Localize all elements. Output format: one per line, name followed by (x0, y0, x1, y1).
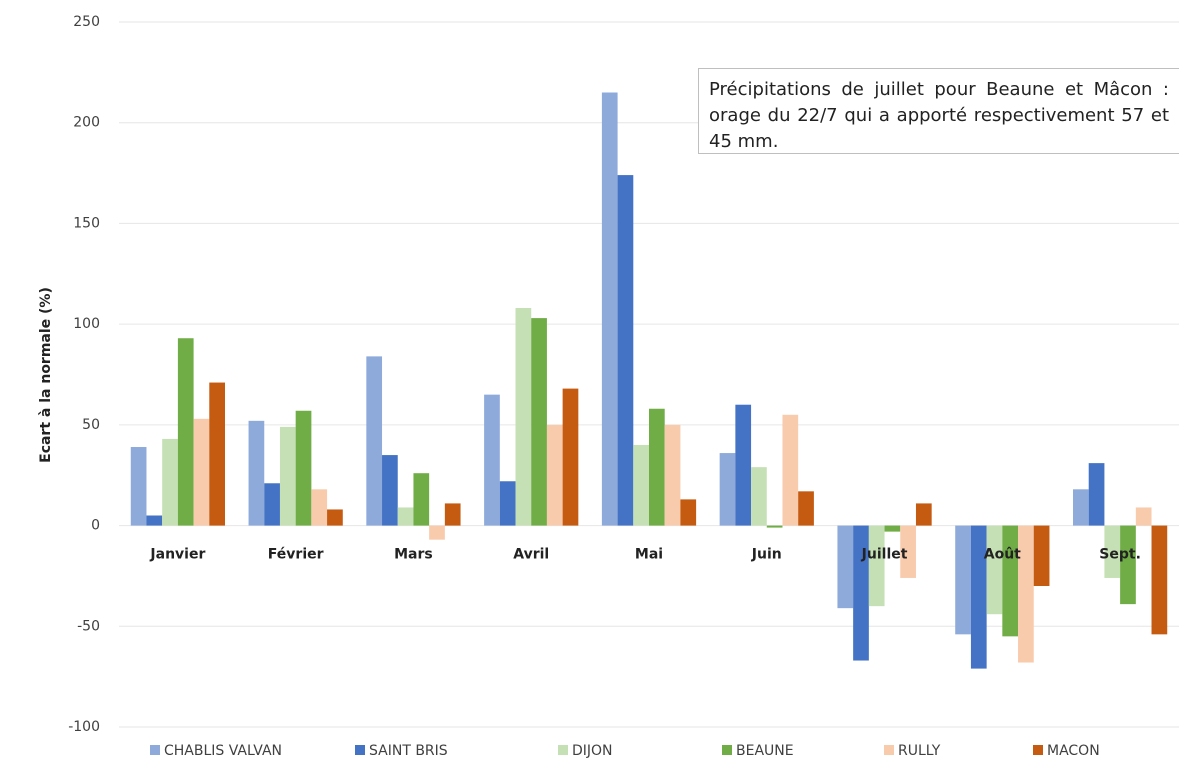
bar (1104, 525, 1121, 578)
bar (719, 453, 736, 526)
bar (444, 503, 461, 526)
bar (209, 382, 225, 526)
x-tick-label: Août (984, 547, 1021, 563)
x-tick-label: Janvier (149, 547, 205, 563)
bar (1135, 507, 1152, 526)
bar (279, 426, 296, 526)
bar (193, 418, 210, 526)
y-tick-label: -100 (68, 719, 100, 735)
bar (601, 92, 618, 526)
legend-label: RULLY (898, 743, 941, 759)
bar (986, 525, 1003, 615)
legend-label: MACON (1047, 743, 1100, 759)
bar (900, 525, 916, 578)
bar (382, 455, 398, 526)
bar (1033, 525, 1050, 586)
bar (853, 525, 869, 661)
bar (515, 308, 532, 526)
bar (295, 410, 312, 526)
bar (1088, 463, 1105, 526)
y-tick-label: 150 (73, 215, 100, 231)
bar (248, 420, 265, 526)
bar (633, 445, 649, 526)
bar (915, 503, 932, 526)
bar (617, 175, 634, 526)
y-tick-label: 50 (82, 417, 100, 433)
bar (327, 509, 343, 526)
x-tick-label: Sept. (1099, 547, 1141, 563)
bar (1002, 525, 1019, 637)
legend-label: DIJON (572, 743, 613, 759)
bar (499, 481, 516, 526)
annotation: Précipitations de juillet pour Beaune et… (698, 68, 1179, 154)
x-tick-label: Juin (751, 547, 782, 563)
y-tick-label: -50 (77, 618, 100, 634)
y-tick-label: 250 (73, 14, 100, 30)
bar (429, 525, 445, 540)
x-tick-label: Avril (513, 547, 549, 563)
bar (413, 473, 430, 526)
legend-swatch (355, 745, 365, 755)
bar (735, 404, 752, 526)
bar (680, 499, 697, 526)
x-tick-label: Mars (394, 547, 433, 563)
bar (766, 525, 783, 528)
bar (751, 467, 767, 526)
bar (311, 489, 328, 526)
legend-swatch (884, 745, 894, 755)
bar (884, 525, 901, 532)
x-tick-label: Juillet (861, 547, 908, 563)
bar (868, 525, 885, 607)
legend-label: BEAUNE (736, 743, 794, 759)
x-tick-label: Février (268, 547, 324, 563)
bar (531, 318, 547, 526)
legend-swatch (558, 745, 568, 755)
bar (562, 388, 579, 526)
bar (397, 507, 414, 526)
bar (264, 483, 280, 526)
y-tick-label: 0 (91, 518, 100, 534)
legend-swatch (1033, 745, 1043, 755)
bar (782, 414, 799, 526)
bar (1018, 525, 1034, 663)
bar (484, 394, 500, 526)
bar (1120, 525, 1136, 605)
bar (649, 408, 665, 526)
legend-label: CHABLIS VALVAN (164, 743, 282, 759)
y-axis-label: Ecart à la normale (%) (38, 287, 54, 463)
bar (546, 424, 563, 526)
bar (162, 438, 178, 526)
x-tick-label: Mai (635, 547, 663, 563)
bar (837, 525, 854, 609)
y-tick-label: 200 (73, 115, 100, 131)
legend-swatch (150, 745, 160, 755)
bar (366, 356, 383, 526)
bar (1151, 525, 1168, 635)
legend-label: SAINT BRIS (369, 743, 448, 759)
bar (130, 447, 147, 526)
bar (955, 525, 971, 635)
bar (146, 515, 163, 526)
bar (1073, 489, 1089, 526)
legend-swatch (722, 745, 732, 755)
y-tick-label: 100 (73, 316, 100, 332)
bar (798, 491, 814, 526)
bar (664, 424, 681, 526)
bar (970, 525, 987, 669)
bar (177, 338, 194, 526)
